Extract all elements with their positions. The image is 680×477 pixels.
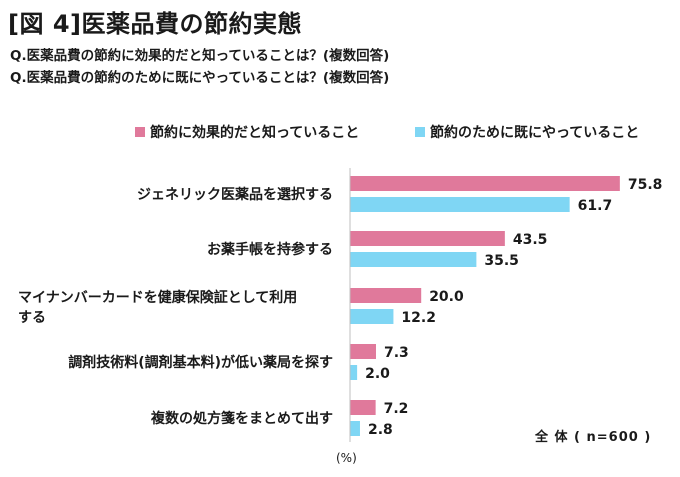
value-label-doing-5: 2.8	[368, 422, 393, 438]
legend-label-2: 節約のために既にやっていること	[430, 124, 639, 141]
legend-swatch-1	[135, 127, 145, 137]
value-label-effective-5: 7.2	[384, 401, 409, 417]
category-label-2: お薬手帳を持参する	[207, 241, 333, 258]
bar-effective-5	[350, 400, 376, 415]
unit-label: (%)	[336, 451, 357, 465]
bar-doing-4	[350, 365, 358, 380]
category-label-3-line-1: マイナンバーカードを健康保険証として利用	[18, 289, 297, 306]
value-label-doing-2: 35.5	[484, 253, 519, 269]
value-label-doing-4: 2.0	[365, 366, 390, 382]
bar-effective-1	[350, 176, 620, 191]
chart-title: [図 4]医薬品費の節約実態	[8, 10, 302, 38]
bar-doing-5	[350, 421, 360, 436]
bar-doing-1	[350, 197, 570, 212]
value-label-effective-2: 43.5	[513, 232, 548, 248]
bar-effective-4	[350, 344, 376, 359]
bar-effective-2	[350, 231, 505, 246]
value-label-doing-1: 61.7	[578, 198, 613, 214]
legend-swatch-2	[415, 127, 425, 137]
bar-doing-3	[350, 309, 394, 324]
sample-size-note: 全 体 ( n=600 )	[534, 429, 651, 445]
value-label-effective-1: 75.8	[628, 177, 663, 193]
bar-doing-2	[350, 252, 477, 267]
category-label-3-line-2: する	[18, 310, 46, 326]
value-label-doing-3: 12.2	[401, 310, 436, 326]
question-2: Q.医薬品費の節約のために既にやっていることは？(複数回答)	[10, 70, 390, 86]
value-label-effective-3: 20.0	[429, 289, 464, 305]
question-1: Q.医薬品費の節約に効果的だと知っていることは？(複数回答)	[10, 48, 390, 64]
bar-effective-3	[350, 288, 422, 303]
category-label-1: ジェネリック医薬品を選択する	[137, 186, 333, 203]
category-label-5: 複数の処方箋をまとめて出す	[150, 410, 333, 427]
value-label-effective-4: 7.3	[384, 345, 409, 361]
category-label-4: 調剤技術料(調剤基本料)が低い薬局を探す	[68, 354, 333, 371]
legend-label-1: 節約に効果的だと知っていること	[150, 124, 359, 141]
category-label-3: マイナンバーカードを健康保険証として利用する	[18, 289, 297, 326]
